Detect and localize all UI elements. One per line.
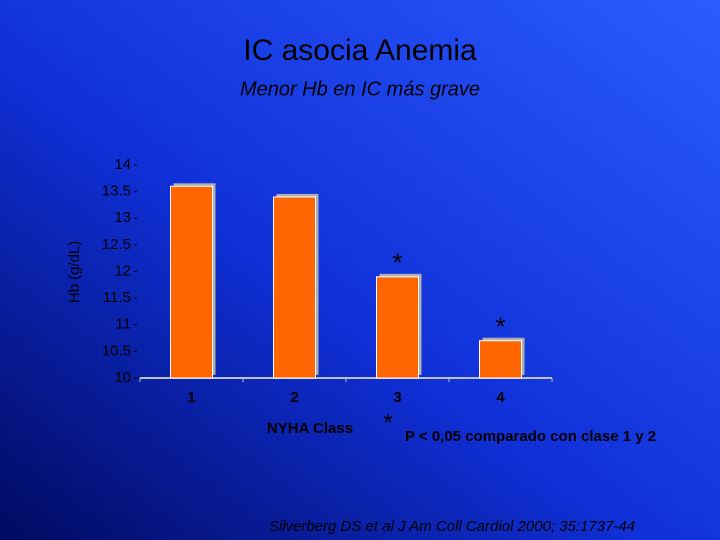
y-tick-label: 10 [114, 369, 131, 386]
y-tick-label: 12 [114, 262, 131, 279]
bar [170, 185, 213, 379]
y-tick-label: 12.5 [102, 236, 131, 253]
x-tick-label: 1 [187, 389, 195, 406]
footnote-marker: * [383, 409, 392, 436]
bar [479, 340, 522, 379]
x-tick-label: 3 [393, 389, 401, 406]
significance-marker: * [495, 312, 505, 342]
y-axis-label: Hb (g/dL) [66, 241, 83, 304]
footnote: P < 0,05 comparado con clase 1 y 2 [405, 428, 656, 445]
y-tick-label: 11 [115, 316, 131, 333]
x-tick-label: 2 [290, 389, 298, 406]
y-tick-label: 14 [114, 156, 131, 173]
bar [273, 196, 316, 379]
x-tick-label: 4 [496, 389, 505, 406]
y-tick-label: 11.5 [103, 289, 131, 306]
significance-marker: * [392, 248, 402, 278]
source: Silverberg DS et al J Am Coll Cardiol 20… [269, 518, 635, 535]
y-tick-label: 13.5 [102, 183, 131, 200]
bar [376, 276, 419, 379]
chart-title: IC asocia Anemia [243, 34, 477, 67]
chart-subtitle: Menor Hb en IC más grave [240, 78, 480, 100]
x-axis-label: NYHA Class [267, 420, 353, 437]
y-tick-label: 13 [114, 209, 131, 226]
y-tick-label: 10.5 [102, 342, 131, 359]
